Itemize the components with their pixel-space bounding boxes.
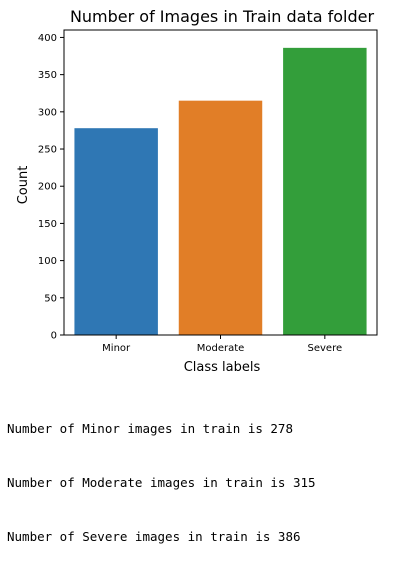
bar-chart: Number of Images in Train data folder 0 5… — [16, 7, 378, 375]
y-tick-label: 200 — [38, 182, 57, 193]
y-tick-label: 50 — [44, 293, 57, 304]
x-tick-label-moderate: Moderate — [197, 343, 245, 354]
y-axis-ticks: 0 50 100 150 200 250 300 350 400 — [38, 33, 64, 342]
console-output: Number of Minor images in train is 278 N… — [7, 384, 316, 564]
y-tick-label: 350 — [38, 70, 57, 81]
plot-frame — [63, 29, 378, 336]
bar-moderate — [178, 100, 263, 335]
bar-severe — [283, 47, 367, 335]
y-tick-label: 250 — [38, 145, 57, 156]
y-tick-label: 150 — [38, 219, 57, 230]
bars — [74, 47, 367, 335]
output-line-minor: Number of Minor images in train is 278 — [7, 421, 293, 436]
x-axis-ticks: Minor Moderate Severe — [102, 335, 342, 354]
y-tick-label: 400 — [38, 33, 57, 44]
bar-minor — [74, 128, 158, 335]
y-tick-label: 300 — [38, 107, 57, 118]
x-axis-label: Class labels — [184, 360, 261, 375]
x-tick-label-minor: Minor — [102, 343, 131, 354]
x-tick-label-severe: Severe — [308, 343, 343, 354]
y-axis-label: Count — [16, 166, 31, 205]
output-line-moderate: Number of Moderate images in train is 31… — [7, 475, 316, 490]
y-tick-label: 0 — [51, 331, 57, 342]
y-tick-label: 100 — [38, 256, 57, 267]
output-line-severe: Number of Severe images in train is 386 — [7, 529, 301, 544]
chart-title: Number of Images in Train data folder — [70, 7, 375, 26]
